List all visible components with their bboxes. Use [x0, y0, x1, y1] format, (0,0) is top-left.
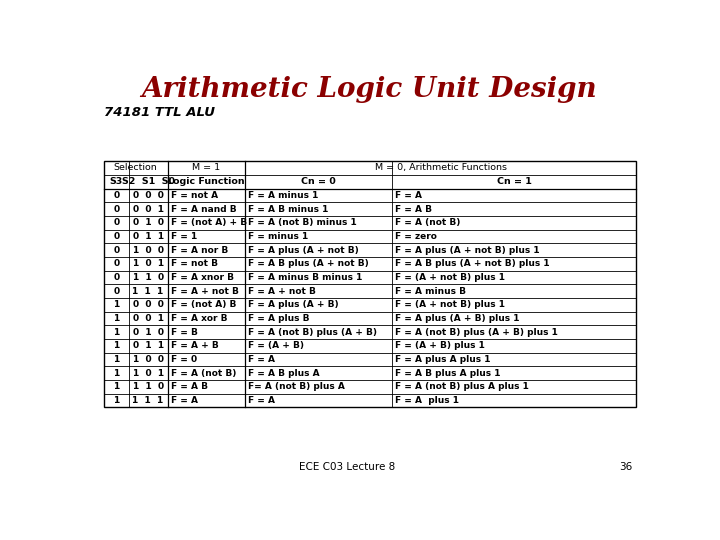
Text: 1: 1	[113, 300, 120, 309]
Text: Logic Function: Logic Function	[168, 177, 245, 186]
Text: F = A B minus 1: F = A B minus 1	[248, 205, 328, 214]
Text: F = minus 1: F = minus 1	[248, 232, 308, 241]
Text: F = A B plus A: F = A B plus A	[248, 369, 320, 378]
Text: F = A (not B): F = A (not B)	[395, 219, 461, 227]
Text: 36: 36	[619, 462, 632, 472]
Text: F = A nor B: F = A nor B	[171, 246, 228, 255]
Text: 0: 0	[113, 259, 120, 268]
Text: F = 1: F = 1	[171, 232, 197, 241]
Text: F = A plus (A + not B) plus 1: F = A plus (A + not B) plus 1	[395, 246, 540, 255]
Text: F = A: F = A	[248, 396, 275, 405]
Text: 1: 1	[113, 382, 120, 392]
Text: F = A  plus 1: F = A plus 1	[395, 396, 459, 405]
Text: F = A: F = A	[395, 191, 423, 200]
Text: F = A (not B) plus (A + B) plus 1: F = A (not B) plus (A + B) plus 1	[395, 328, 558, 337]
Text: 0  0  0: 0 0 0	[132, 191, 163, 200]
Text: 0: 0	[113, 273, 120, 282]
Text: F = A xnor B: F = A xnor B	[171, 273, 233, 282]
Text: F = A B plus A plus 1: F = A B plus A plus 1	[395, 369, 501, 378]
Text: F = A B plus (A + not B) plus 1: F = A B plus (A + not B) plus 1	[395, 259, 550, 268]
Text: F = not B: F = not B	[171, 259, 217, 268]
Text: M = 0, Arithmetic Functions: M = 0, Arithmetic Functions	[374, 164, 507, 172]
Text: F = A xor B: F = A xor B	[171, 314, 227, 323]
Text: F = A plus (A + B) plus 1: F = A plus (A + B) plus 1	[395, 314, 520, 323]
Text: F = A + not B: F = A + not B	[171, 287, 238, 296]
Text: 1: 1	[113, 369, 120, 378]
Text: F = A: F = A	[171, 396, 197, 405]
Text: 0: 0	[113, 205, 120, 214]
Text: Cn = 0: Cn = 0	[301, 177, 336, 186]
Text: F = A minus B minus 1: F = A minus B minus 1	[248, 273, 362, 282]
Text: F = (not A) + B: F = (not A) + B	[171, 219, 247, 227]
Text: F = A + not B: F = A + not B	[248, 287, 316, 296]
Text: 1: 1	[113, 341, 120, 350]
Text: F = A minus B: F = A minus B	[395, 287, 467, 296]
Text: 0: 0	[113, 219, 120, 227]
Text: 0  0  1: 0 0 1	[132, 314, 163, 323]
Text: M = 1: M = 1	[192, 164, 220, 172]
Text: F = A B: F = A B	[171, 382, 207, 392]
Text: F = A plus (A + B): F = A plus (A + B)	[248, 300, 338, 309]
Text: S3: S3	[109, 177, 123, 186]
Text: F = A plus (A + not B): F = A plus (A + not B)	[248, 246, 359, 255]
Text: F = A + B: F = A + B	[171, 341, 218, 350]
Text: F = A plus A plus 1: F = A plus A plus 1	[395, 355, 491, 364]
Text: ECE C03 Lecture 8: ECE C03 Lecture 8	[300, 462, 395, 472]
Text: F= A (not B) plus A: F= A (not B) plus A	[248, 382, 345, 392]
Text: F = (not A) B: F = (not A) B	[171, 300, 236, 309]
Text: 1  1  1: 1 1 1	[132, 396, 163, 405]
Text: 0  0  1: 0 0 1	[132, 205, 163, 214]
Text: F = (A + B) plus 1: F = (A + B) plus 1	[395, 341, 485, 350]
Text: F = (A + not B) plus 1: F = (A + not B) plus 1	[395, 300, 505, 309]
Text: F = A: F = A	[248, 355, 275, 364]
Text: 1: 1	[113, 355, 120, 364]
Text: S2  S1  S0: S2 S1 S0	[122, 177, 175, 186]
Text: 1: 1	[113, 396, 120, 405]
Text: 0  1  0: 0 1 0	[132, 328, 163, 337]
Text: F = A (not B) plus (A + B): F = A (not B) plus (A + B)	[248, 328, 377, 337]
Text: F = B: F = B	[171, 328, 197, 337]
Text: 1  1  0: 1 1 0	[132, 273, 163, 282]
Text: 1  0  1: 1 0 1	[132, 369, 163, 378]
Text: 1  0  0: 1 0 0	[132, 246, 163, 255]
Text: F = A (not B): F = A (not B)	[171, 369, 236, 378]
Bar	[104, 161, 636, 408]
Text: F = A (not B) minus 1: F = A (not B) minus 1	[248, 219, 357, 227]
Text: 0  0  0: 0 0 0	[132, 300, 163, 309]
Text: 0  1  0: 0 1 0	[132, 219, 163, 227]
Text: Arithmetic Logic Unit Design: Arithmetic Logic Unit Design	[141, 76, 597, 103]
Text: F = (A + not B) plus 1: F = (A + not B) plus 1	[395, 273, 505, 282]
Text: F = A plus B: F = A plus B	[248, 314, 310, 323]
Text: 1  0  1: 1 0 1	[132, 259, 163, 268]
Text: 0: 0	[113, 232, 120, 241]
Text: F = (A + B): F = (A + B)	[248, 341, 304, 350]
Text: 1  1  0: 1 1 0	[132, 382, 163, 392]
Text: F = A (not B) plus A plus 1: F = A (not B) plus A plus 1	[395, 382, 529, 392]
Text: 1  1  1: 1 1 1	[132, 287, 163, 296]
Text: F = A nand B: F = A nand B	[171, 205, 236, 214]
Text: 1: 1	[113, 314, 120, 323]
Text: 0: 0	[113, 191, 120, 200]
Text: Selection: Selection	[114, 164, 158, 172]
Text: F = A minus 1: F = A minus 1	[248, 191, 318, 200]
Text: 1  0  0: 1 0 0	[132, 355, 163, 364]
Text: 74181 TTL ALU: 74181 TTL ALU	[104, 106, 215, 119]
Text: F = not A: F = not A	[171, 191, 217, 200]
Text: 0: 0	[113, 287, 120, 296]
Text: 0  1  1: 0 1 1	[132, 232, 163, 241]
Text: 0  1  1: 0 1 1	[132, 341, 163, 350]
Text: 0: 0	[113, 246, 120, 255]
Text: F = zero: F = zero	[395, 232, 437, 241]
Text: F = A B: F = A B	[395, 205, 432, 214]
Text: F = A B plus (A + not B): F = A B plus (A + not B)	[248, 259, 369, 268]
Text: 1: 1	[113, 328, 120, 337]
Text: F = 0: F = 0	[171, 355, 197, 364]
Text: Cn = 1: Cn = 1	[497, 177, 532, 186]
